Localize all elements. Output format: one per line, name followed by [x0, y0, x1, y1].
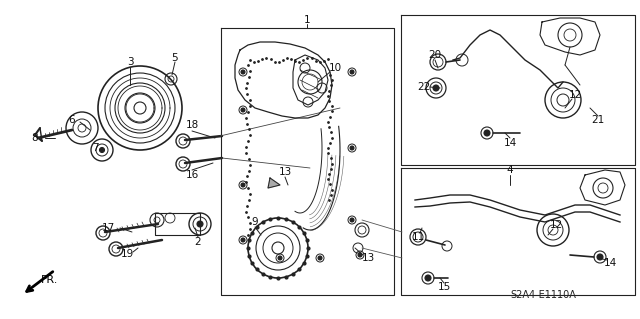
- Text: 19: 19: [120, 249, 134, 259]
- Text: 22: 22: [417, 82, 431, 92]
- Text: 13: 13: [362, 253, 374, 263]
- Text: 1: 1: [304, 15, 310, 25]
- Circle shape: [350, 146, 354, 150]
- Circle shape: [241, 70, 245, 74]
- Text: 7: 7: [92, 143, 99, 153]
- Text: 12: 12: [549, 220, 563, 230]
- Text: S2A4-E1110A: S2A4-E1110A: [510, 290, 576, 300]
- Circle shape: [241, 238, 245, 242]
- Text: 20: 20: [428, 50, 442, 60]
- Polygon shape: [268, 178, 280, 188]
- Circle shape: [350, 70, 354, 74]
- Text: 15: 15: [437, 282, 451, 292]
- Text: 8: 8: [32, 133, 38, 143]
- Text: 21: 21: [591, 115, 605, 125]
- Text: 9: 9: [252, 217, 259, 227]
- Circle shape: [350, 218, 354, 222]
- Circle shape: [484, 130, 490, 136]
- Text: FR.: FR.: [42, 275, 59, 285]
- Circle shape: [241, 183, 245, 187]
- Text: 12: 12: [568, 90, 582, 100]
- Circle shape: [318, 256, 322, 260]
- Circle shape: [597, 254, 603, 260]
- Text: 14: 14: [604, 258, 616, 268]
- Text: 4: 4: [507, 165, 513, 175]
- Text: 14: 14: [504, 138, 516, 148]
- Text: 2: 2: [195, 237, 202, 247]
- Text: 5: 5: [172, 53, 179, 63]
- Text: 17: 17: [101, 223, 115, 233]
- Circle shape: [358, 253, 362, 257]
- Circle shape: [99, 147, 104, 152]
- Text: 6: 6: [68, 115, 76, 125]
- Circle shape: [197, 221, 203, 227]
- Circle shape: [433, 85, 439, 91]
- Text: 18: 18: [186, 120, 198, 130]
- Text: 10: 10: [328, 63, 342, 73]
- Circle shape: [425, 275, 431, 281]
- Text: 11: 11: [412, 232, 424, 242]
- Circle shape: [278, 256, 282, 260]
- Text: 16: 16: [186, 170, 198, 180]
- Text: 13: 13: [278, 167, 292, 177]
- Circle shape: [241, 108, 245, 112]
- Text: 3: 3: [127, 57, 133, 67]
